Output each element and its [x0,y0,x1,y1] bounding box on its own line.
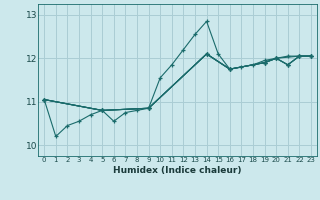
X-axis label: Humidex (Indice chaleur): Humidex (Indice chaleur) [113,166,242,175]
